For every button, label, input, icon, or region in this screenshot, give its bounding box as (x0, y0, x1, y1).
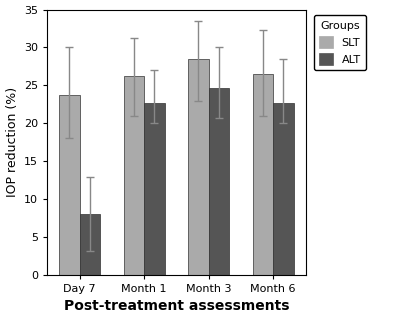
Y-axis label: IOP reduction (%): IOP reduction (%) (6, 87, 18, 197)
Bar (59, 95, 79, 275)
Bar (208, 88, 229, 275)
Bar (144, 103, 164, 275)
Bar (272, 103, 293, 275)
Legend: SLT, ALT: SLT, ALT (313, 15, 365, 70)
Bar (79, 214, 100, 275)
Bar (252, 74, 272, 275)
Bar (188, 59, 208, 275)
X-axis label: Post-treatment assessments: Post-treatment assessments (63, 300, 288, 314)
Bar (123, 76, 144, 275)
